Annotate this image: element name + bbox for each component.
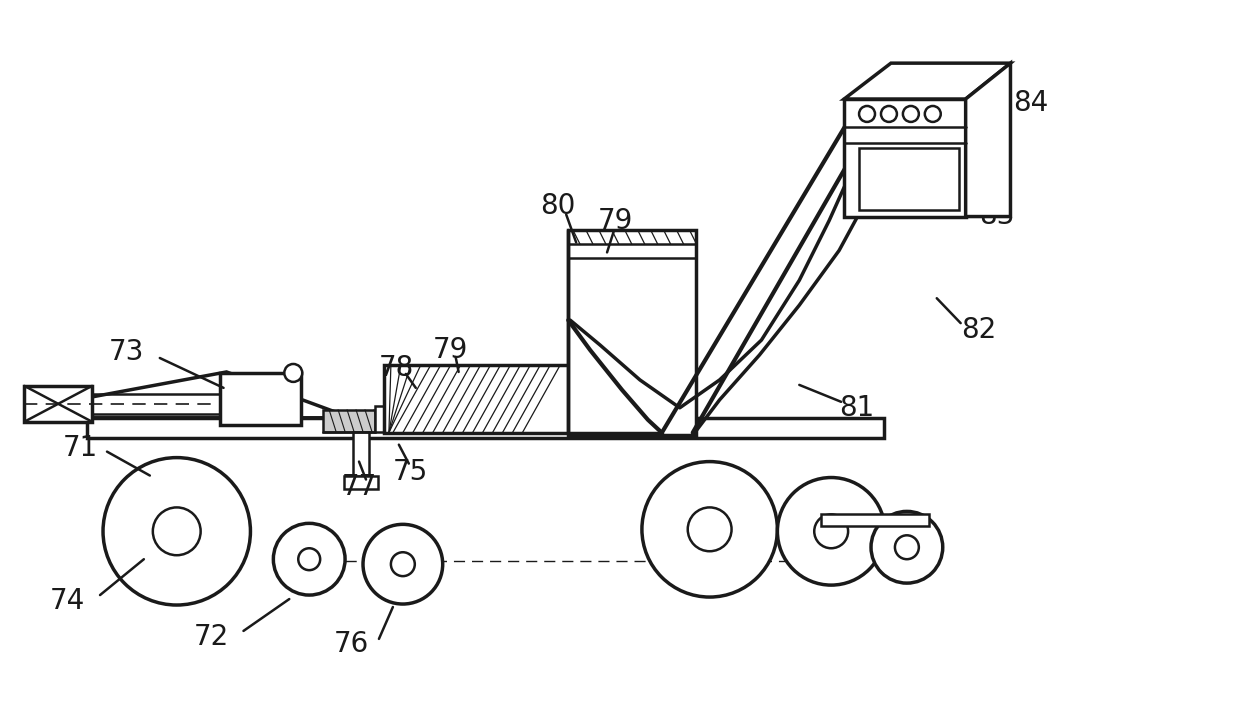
Polygon shape [844,63,1011,99]
Bar [821,514,929,526]
Bar [859,148,959,210]
Bar [374,406,404,431]
Polygon shape [87,372,351,418]
Text: 72: 72 [193,623,229,651]
Bar [343,476,378,490]
Text: 84: 84 [1013,89,1048,117]
Bar [25,386,92,422]
Polygon shape [966,63,1011,217]
Text: 81: 81 [839,394,874,422]
Text: 83: 83 [978,202,1014,230]
Bar [844,99,966,217]
Circle shape [273,523,345,595]
Circle shape [299,548,320,570]
Circle shape [391,553,415,576]
Circle shape [903,106,919,122]
Text: 75: 75 [393,458,429,486]
Text: 71: 71 [62,434,98,461]
Bar [353,431,370,476]
Bar [384,365,572,433]
Circle shape [284,364,303,382]
Bar [568,230,696,435]
Circle shape [103,458,250,605]
Text: 82: 82 [961,316,996,344]
Circle shape [859,106,875,122]
Text: 79: 79 [433,336,469,364]
Bar [219,373,301,425]
Circle shape [153,508,201,555]
Text: 79: 79 [598,207,632,235]
Circle shape [815,514,848,548]
Circle shape [925,106,941,122]
Text: 73: 73 [109,338,145,366]
Text: 76: 76 [334,630,368,658]
Circle shape [870,511,942,583]
Circle shape [777,478,885,585]
Circle shape [895,535,919,559]
Circle shape [363,524,443,604]
Circle shape [688,508,732,551]
Bar [324,410,374,431]
Circle shape [880,106,897,122]
Text: 77: 77 [341,473,377,501]
Bar [87,418,884,438]
Circle shape [642,461,777,597]
Text: 78: 78 [378,354,413,382]
Text: 74: 74 [50,587,84,615]
Text: 80: 80 [541,192,575,220]
